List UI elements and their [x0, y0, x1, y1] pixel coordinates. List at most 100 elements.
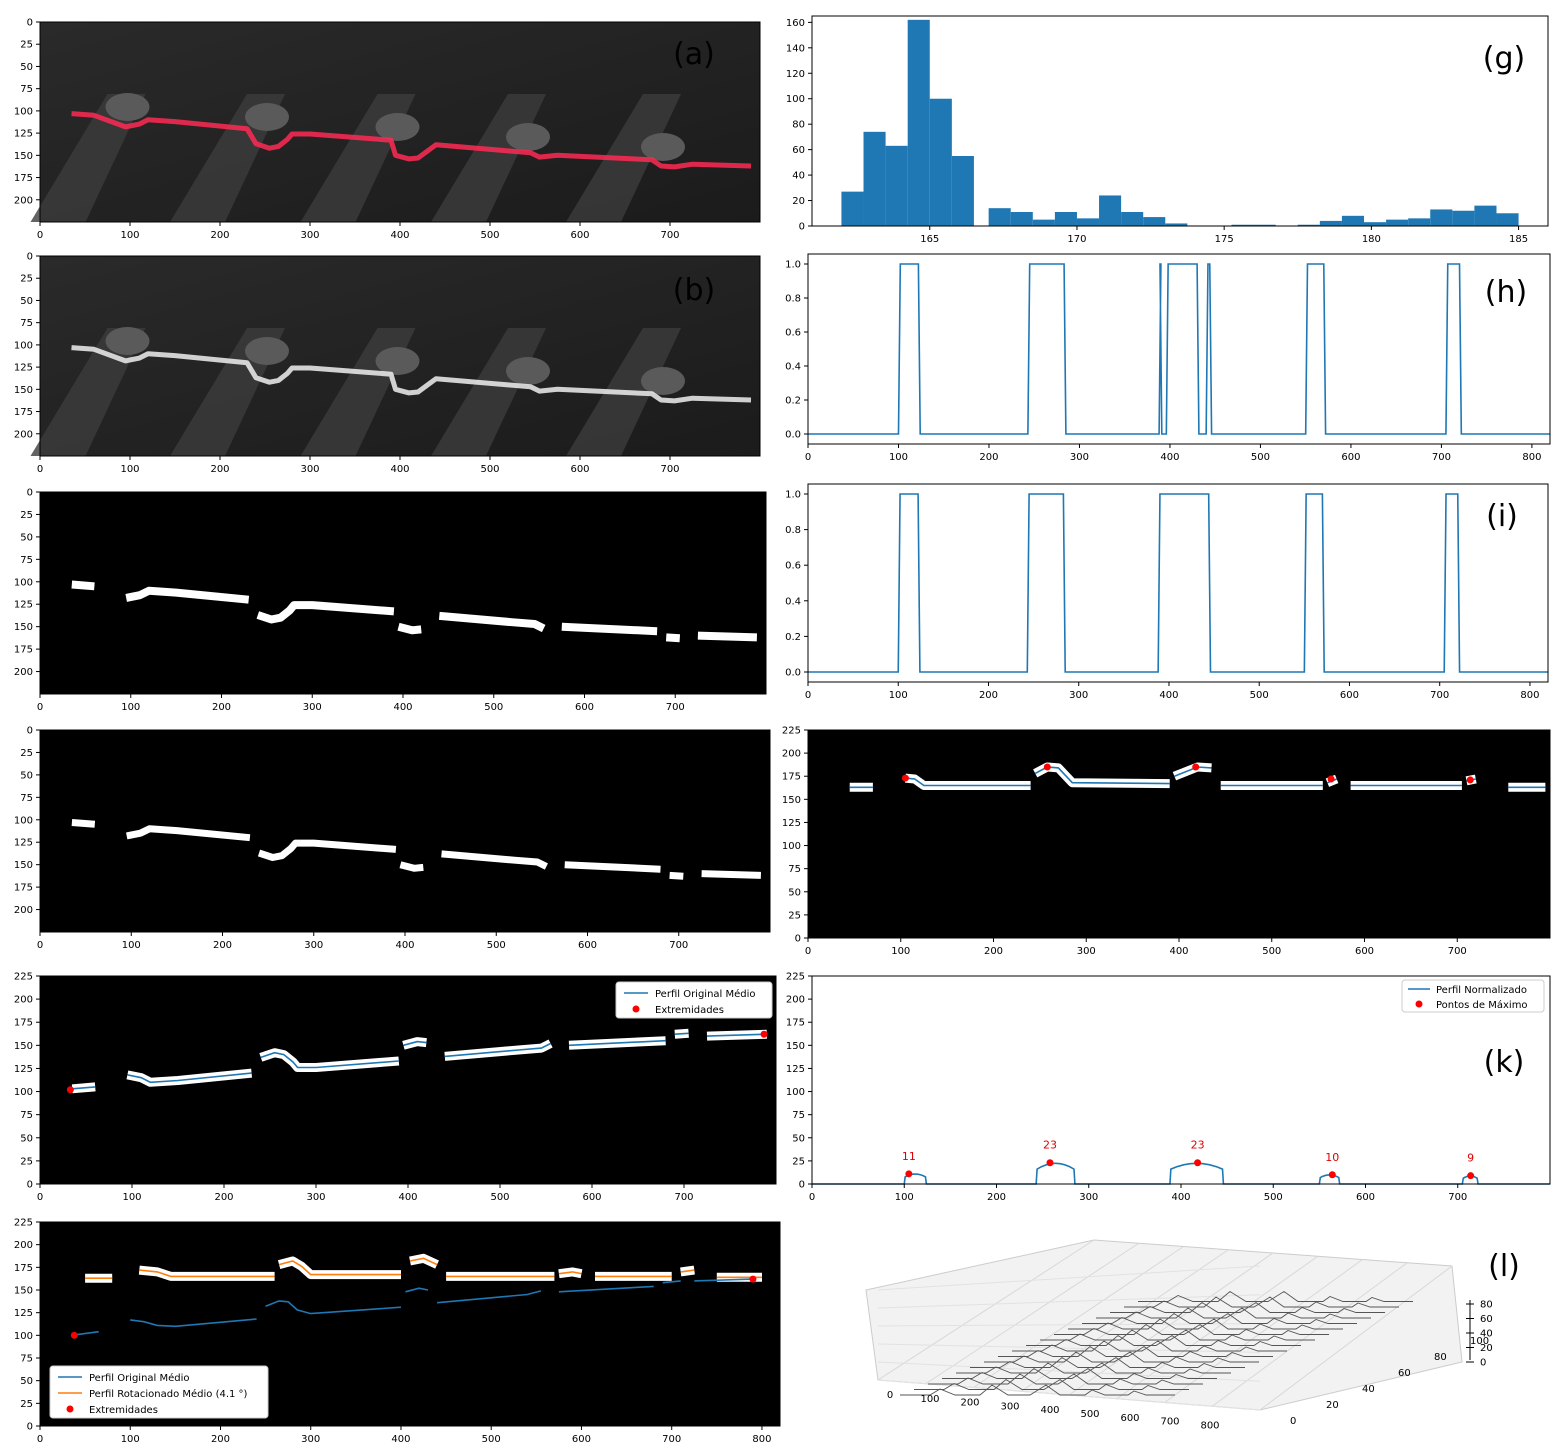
- histogram-bar: [1386, 219, 1409, 226]
- y-tick-label: 80: [792, 120, 805, 131]
- mask-segment: [561, 622, 658, 636]
- x-tick-label: 100: [120, 464, 139, 475]
- z-tick-label: 40: [1480, 1329, 1493, 1340]
- series-perfil-rotacionado: [409, 1257, 438, 1266]
- y-tick-label: 0.8: [785, 525, 801, 536]
- profile-line: [1034, 766, 1170, 785]
- x-tick-label: 100: [121, 702, 140, 713]
- y-tick-label: 75: [20, 793, 33, 804]
- mask-segment: [256, 601, 395, 624]
- y-tick-label: 125: [786, 1064, 805, 1075]
- y-tick-label: 0.2: [785, 396, 801, 407]
- y-tick-label: 125: [14, 129, 33, 140]
- x-tick-label: 100: [920, 1394, 939, 1405]
- x-tick-label: 500: [1251, 452, 1270, 463]
- x-tick-label: 500: [1262, 946, 1281, 957]
- 3d-grid-line: [877, 1294, 1261, 1309]
- panel-a: 0 100 200 300 400 500 600 700 0 25 50 75 100 125 150 17…: [14, 18, 761, 241]
- x-tick-label: 700: [1448, 946, 1467, 957]
- y-tick-label: 0.8: [785, 294, 801, 305]
- mask-segment: [438, 611, 546, 633]
- x-tick-label: 200: [213, 940, 232, 951]
- x-tick-label: 0: [37, 940, 43, 951]
- series-perfil-original-medio: [674, 1032, 689, 1035]
- x-tick-label: 200: [987, 1192, 1006, 1203]
- y-tick-label: 0.2: [785, 632, 801, 643]
- x-tick-label: 200: [212, 702, 231, 713]
- y-tick-label: 150: [14, 151, 33, 162]
- y-tick-label: 125: [14, 1064, 33, 1075]
- x-tick-label: 700: [660, 464, 679, 475]
- maximum-point: [901, 774, 909, 782]
- y-tick-label: 100: [14, 815, 33, 826]
- mask-segment: [697, 631, 758, 642]
- panel-b: 0 100 200 300 400 500 600 700 0 25 50 75 100 125 150 17…: [14, 252, 761, 475]
- histogram-bar: [1319, 220, 1342, 226]
- y-tick-label: 50: [20, 62, 33, 73]
- x-tick-label: 400: [1160, 452, 1179, 463]
- axes-frame: [39, 1221, 781, 1427]
- ponto-de-maximo: [1194, 1159, 1202, 1167]
- x-tick-label: 400: [395, 940, 414, 951]
- x-tick-label: 700: [666, 702, 685, 713]
- 3d-profile-trace: [942, 1367, 1217, 1379]
- legend: Perfil Original Médio Perfil Rotacionado …: [49, 1365, 269, 1419]
- y-tick-label: 0.6: [785, 328, 801, 339]
- y-tick-label: 50: [20, 1133, 33, 1144]
- x-tick-label: 100: [889, 690, 908, 701]
- y-tick-label: 50: [20, 532, 33, 543]
- y-tick-label: 200: [14, 1240, 33, 1251]
- y-tick-label: 0: [27, 1180, 33, 1191]
- panel-e: 0 100 200 300 400 500 600 700 0 25 50 75 100 125 150 17…: [14, 972, 777, 1203]
- x-tick-label: 0: [37, 230, 43, 241]
- mask-segment: [564, 861, 661, 873]
- legend-marker: [1415, 1000, 1423, 1008]
- rod-head: [506, 123, 550, 151]
- histogram-bar: [1231, 224, 1254, 226]
- 3d-grid-line: [877, 1239, 1095, 1381]
- y-tick-label: 125: [14, 1308, 33, 1319]
- histogram-bar: [1165, 223, 1188, 226]
- x-tick-label: 200: [210, 464, 229, 475]
- y-tick-label: 175: [782, 772, 801, 783]
- 3d-profile-trace: [998, 1345, 1273, 1357]
- x-tick-label: 400: [391, 1434, 410, 1445]
- rod-head: [506, 357, 550, 385]
- y-tick-label: 100: [14, 340, 33, 351]
- y-tick-label: 50: [20, 770, 33, 781]
- y-tick-label: 20: [792, 196, 805, 207]
- y-tick-label: 125: [14, 363, 33, 374]
- y-tick-label: 200: [14, 995, 33, 1006]
- y-tick-label: 60: [792, 145, 805, 156]
- y-tick-label: 100: [786, 94, 805, 105]
- x-tick-label: 300: [1079, 1192, 1098, 1203]
- y-tick-label: 125: [14, 838, 33, 849]
- axes-frame: [807, 483, 1549, 683]
- y-tick-label: 200: [14, 905, 33, 916]
- legend-label-rotated: Perfil Rotacionado Médio (4.1 °): [89, 1388, 248, 1400]
- legend-label-maximos: Pontos de Máximo: [1436, 999, 1528, 1011]
- rod-head: [641, 133, 685, 161]
- y-tick-label: 100: [1470, 1336, 1489, 1347]
- 3d-profile-trace: [1110, 1301, 1385, 1313]
- y-tick-label: 150: [14, 385, 33, 396]
- ponto-de-maximo: [1328, 1171, 1336, 1179]
- x-tick-label: 500: [1250, 690, 1269, 701]
- x-tick-label: 700: [1430, 690, 1449, 701]
- y-tick-label: 40: [792, 171, 805, 182]
- x-tick-label: 400: [1040, 1405, 1059, 1416]
- rod-head: [641, 367, 685, 395]
- x-tick-label: 600: [570, 230, 589, 241]
- profile-line: [905, 777, 1031, 787]
- maximum-point: [1192, 763, 1200, 771]
- y-tick-label: 50: [792, 1133, 805, 1144]
- mask-segment: [399, 861, 424, 872]
- y-tick-label: 0.0: [785, 430, 801, 441]
- maximum-point: [1327, 775, 1335, 783]
- y-tick-label: 150: [782, 795, 801, 806]
- y-tick-label: 0: [27, 1422, 33, 1433]
- y-tick-label: 25: [20, 1156, 33, 1167]
- 3d-profile-trace: [1068, 1318, 1343, 1330]
- x-tick-label: 600: [575, 702, 594, 713]
